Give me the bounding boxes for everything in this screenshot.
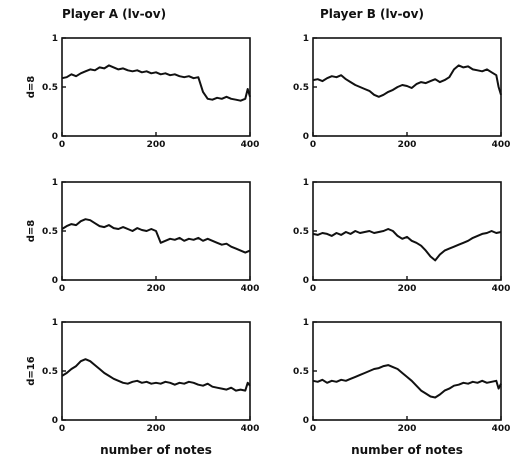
panel-a3-ylabel: d=16	[26, 356, 37, 385]
panel-a1-frame	[61, 37, 251, 137]
panel-b1-xtick-label: 400	[492, 140, 511, 150]
panel-b2-ytick-label: 1	[303, 178, 309, 188]
panel-a3-ytick-label: 1	[52, 318, 58, 328]
column-title-player-b: Player B (lv-ov)	[320, 7, 424, 21]
panel-a3-frame	[61, 321, 251, 421]
panel-a3-xlabel: number of notes	[100, 443, 212, 457]
panel-b2-xtick-label: 400	[492, 284, 511, 294]
panel-a3-ytick-label: 0	[52, 416, 58, 426]
panel-b3-frame	[312, 321, 502, 421]
panel-a3-xtick-label: 200	[147, 424, 166, 434]
panel-a1-ytick-label: 0	[52, 132, 58, 142]
panel-b3: 0 200 400 0 0.5 1 number of notes	[293, 318, 510, 457]
panel-a3-xtick-label: 0	[59, 424, 65, 434]
panel-b3-ytick-label: 0	[303, 416, 309, 426]
panel-a1-series-line	[61, 64, 251, 102]
panel-a2: 0 200 400 0 0.5 1 d=8	[26, 178, 259, 294]
panel-a1-xtick-label: 0	[59, 140, 65, 150]
panel-b2-xtick-label: 200	[398, 284, 417, 294]
panel-a2-xtick-label: 0	[59, 284, 65, 294]
panel-b2-xtick-label: 0	[310, 284, 316, 294]
panel-a3-series-line	[61, 358, 251, 392]
panel-a3: 0 200 400 0 0.5 1 d=16 number of notes	[26, 318, 259, 457]
panel-b3-xtick-label: 400	[492, 424, 511, 434]
panel-b1-ytick-label: 1	[303, 34, 309, 44]
panel-a2-ytick-label: 0	[52, 276, 58, 286]
panel-a2-xtick-label: 400	[241, 284, 260, 294]
panel-b3-xlabel: number of notes	[351, 443, 463, 457]
panel-a2-xtick-label: 200	[147, 284, 166, 294]
panel-b3-ytick-label: 1	[303, 318, 309, 328]
panel-b3-series-line	[312, 364, 502, 399]
panel-b2-frame	[312, 181, 502, 281]
panel-b1-xtick-label: 0	[310, 140, 316, 150]
panel-b2-ytick-label: 0.5	[293, 227, 309, 237]
panel-b2: 0 200 400 0 0.5 1	[293, 178, 510, 294]
panel-b1-xtick-label: 200	[398, 140, 417, 150]
panel-a2-series-line	[61, 218, 251, 254]
panels: 0 200 400 0 0.5 1 d=8 0 200 400 0 0.5 1 0 200 400 0 0.5 1 d…	[26, 34, 510, 457]
panel-a1-ylabel: d=8	[26, 76, 37, 99]
panel-a3-ytick-label: 0.5	[42, 367, 58, 377]
panel-a2-ytick-label: 0.5	[42, 227, 58, 237]
panel-b3-xtick-label: 0	[310, 424, 316, 434]
panel-a1: 0 200 400 0 0.5 1 d=8	[26, 34, 259, 150]
panel-a2-ylabel: d=8	[26, 220, 37, 243]
column-title-player-a: Player A (lv-ov)	[62, 7, 166, 21]
panel-b1-ytick-label: 0	[303, 132, 309, 142]
panel-a1-xtick-label: 200	[147, 140, 166, 150]
panel-a1-ytick-label: 0.5	[42, 83, 58, 93]
panel-a1-ytick-label: 1	[52, 34, 58, 44]
panel-b3-xtick-label: 200	[398, 424, 417, 434]
panel-b3-ytick-label: 0.5	[293, 367, 309, 377]
panel-a1-xtick-label: 400	[241, 140, 260, 150]
panel-b1-series-line	[312, 64, 502, 98]
panel-b2-series-line	[312, 228, 502, 262]
panel-a2-ytick-label: 1	[52, 178, 58, 188]
panel-b1-ytick-label: 0.5	[293, 83, 309, 93]
panel-b1: 0 200 400 0 0.5 1	[293, 34, 510, 150]
panel-b2-ytick-label: 0	[303, 276, 309, 286]
panel-a3-xtick-label: 400	[241, 424, 260, 434]
